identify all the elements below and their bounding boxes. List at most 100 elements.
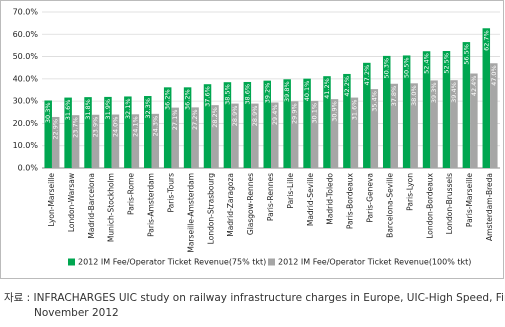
bar	[271, 102, 279, 168]
x-tick-label: Paris-Amsterdam	[147, 173, 156, 237]
bar	[470, 73, 478, 168]
bar	[211, 105, 219, 168]
value-label: 23.9%	[92, 117, 100, 138]
bar	[363, 62, 371, 168]
value-label: 24.3%	[151, 116, 159, 137]
bar	[124, 96, 132, 168]
bar	[482, 28, 491, 169]
value-label: 37.6%	[204, 86, 212, 107]
bar	[462, 42, 471, 169]
bar	[163, 87, 172, 168]
x-tick-label: Madrid-Toledo	[326, 173, 335, 225]
value-label: 62.7%	[482, 30, 490, 51]
value-label: 31.9%	[104, 99, 112, 120]
bar	[111, 114, 120, 168]
bar	[191, 107, 199, 168]
value-label: 30.9%	[330, 101, 338, 122]
bar	[490, 63, 498, 168]
x-tick-label: Paris-Rome	[127, 173, 136, 215]
source-note: November 2012	[34, 307, 119, 319]
value-label: 31.8%	[84, 99, 92, 120]
x-tick-label: Madrid-Seville	[306, 173, 315, 227]
value-label: 31.6%	[350, 100, 358, 121]
value-label: 38.5%	[223, 84, 231, 105]
x-tick-label: Paris-Geneva	[366, 173, 375, 223]
value-label: 36.2%	[164, 89, 172, 110]
y-tick-label: 60.0%	[13, 30, 39, 39]
value-label: 40.1%	[303, 81, 311, 102]
x-tick-label: London-Brussels	[445, 173, 454, 234]
bar	[64, 97, 72, 168]
legend-swatch	[68, 258, 75, 266]
legend-label: 2012 IM Fee/Operator Ticket Revenue(75% …	[78, 258, 266, 267]
x-tick-label: Paris-Tours	[166, 173, 175, 213]
value-label: 30.1%	[311, 103, 319, 124]
bar	[350, 97, 359, 168]
bar	[243, 81, 252, 168]
value-label: 39.3%	[430, 82, 438, 103]
x-tick-label: Paris-Bordeaux	[346, 172, 355, 229]
bar	[144, 96, 152, 168]
value-label: 36.2%	[184, 89, 192, 110]
x-tick-label: London-Strasbourg	[206, 173, 215, 245]
bar	[71, 115, 80, 168]
bar	[203, 84, 212, 168]
value-label: 39.8%	[283, 81, 291, 102]
bar	[51, 116, 60, 168]
value-label: 38.6%	[243, 84, 251, 105]
bar	[343, 73, 351, 168]
value-label: 32.1%	[124, 98, 132, 119]
bar	[131, 114, 140, 168]
x-tick-label: Paris-Rennes	[266, 173, 275, 221]
legend-label: 2012 IM Fee/Operator Ticket Revenue(100%…	[278, 258, 471, 267]
value-label: 38.0%	[410, 85, 418, 106]
value-label: 32.3%	[144, 98, 152, 119]
bar	[323, 76, 331, 168]
value-label: 31.6%	[64, 100, 72, 121]
value-label: 52.5%	[442, 53, 450, 74]
bar	[382, 55, 391, 168]
bar	[310, 100, 319, 168]
bar	[290, 101, 299, 168]
value-label: 42.2%	[343, 76, 351, 97]
value-label: 56.5%	[462, 44, 470, 65]
bar	[390, 83, 398, 168]
x-tick-label: Glasgow-Rennes	[246, 173, 255, 235]
bar	[231, 103, 239, 168]
y-tick-label: 70.0%	[13, 8, 39, 17]
bar	[84, 97, 92, 168]
value-label: 28.9%	[231, 106, 239, 127]
value-label: 41.2%	[323, 78, 331, 99]
x-tick-label: Madrid-Zaragoza	[226, 173, 235, 237]
value-label: 29.9%	[291, 103, 299, 124]
y-tick-label: 50.0%	[13, 52, 39, 61]
value-label: 29.4%	[271, 104, 279, 125]
x-tick-label: Munich-Stockholm	[107, 173, 116, 242]
y-tick-label: 0.0%	[18, 164, 39, 173]
bar	[410, 83, 418, 168]
bar	[283, 79, 291, 168]
value-label: 50.3%	[383, 58, 391, 79]
x-tick-label: London-Bordeaux	[425, 172, 434, 238]
bar	[104, 96, 112, 168]
value-label: 30.3%	[44, 102, 52, 123]
bar	[450, 80, 458, 168]
bar	[151, 113, 160, 168]
value-label: 37.8%	[390, 86, 398, 107]
bar	[442, 51, 451, 168]
value-label: 52.4%	[423, 53, 431, 74]
x-tick-label: Amsterdam-Breda	[485, 173, 494, 241]
value-label: 27.1%	[171, 110, 179, 131]
source-note: 자료 : INFRACHARGES UIC study on railway i…	[4, 292, 505, 304]
value-label: 47.2%	[363, 65, 371, 86]
x-tick-label: Lyon-Marseille	[47, 173, 56, 227]
value-label: 22.9%	[52, 119, 60, 140]
x-tick-label: London-Warsaw	[67, 173, 76, 232]
bar	[91, 114, 100, 168]
bar	[251, 103, 259, 168]
y-tick-label: 20.0%	[13, 119, 39, 128]
value-label: 50.5%	[403, 57, 411, 78]
bar	[303, 78, 311, 168]
value-label: 23.7%	[72, 117, 80, 138]
